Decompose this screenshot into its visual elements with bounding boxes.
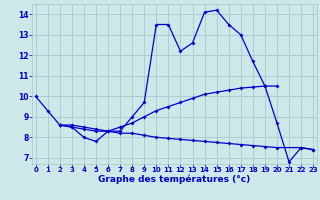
X-axis label: Graphe des températures (°c): Graphe des températures (°c)	[98, 175, 251, 184]
